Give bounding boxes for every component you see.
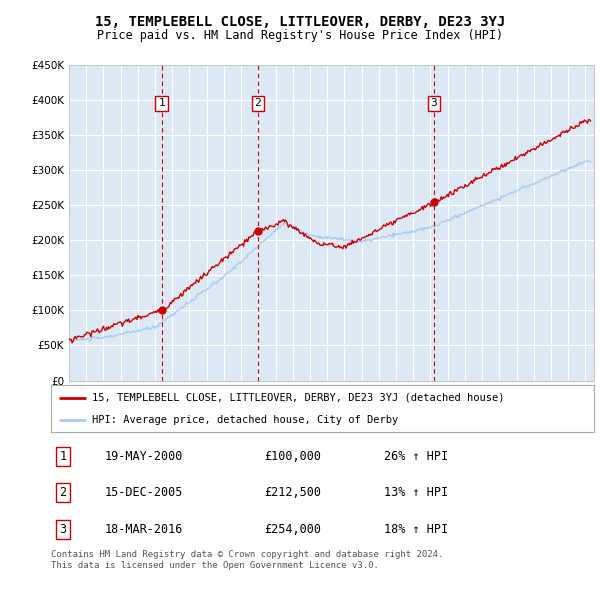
Text: 15, TEMPLEBELL CLOSE, LITTLEOVER, DERBY, DE23 3YJ: 15, TEMPLEBELL CLOSE, LITTLEOVER, DERBY,… [95,15,505,29]
Text: 2: 2 [59,486,67,499]
Text: 18-MAR-2016: 18-MAR-2016 [105,523,184,536]
Text: 15, TEMPLEBELL CLOSE, LITTLEOVER, DERBY, DE23 3YJ (detached house): 15, TEMPLEBELL CLOSE, LITTLEOVER, DERBY,… [92,393,504,403]
Text: 13% ↑ HPI: 13% ↑ HPI [384,486,448,499]
Text: 1: 1 [59,450,67,463]
Text: £100,000: £100,000 [264,450,321,463]
Text: Contains HM Land Registry data © Crown copyright and database right 2024.
This d: Contains HM Land Registry data © Crown c… [51,550,443,570]
Text: £212,500: £212,500 [264,486,321,499]
Text: 26% ↑ HPI: 26% ↑ HPI [384,450,448,463]
Text: Price paid vs. HM Land Registry's House Price Index (HPI): Price paid vs. HM Land Registry's House … [97,30,503,42]
Text: 2: 2 [254,99,261,109]
Text: 1: 1 [158,99,165,109]
Text: 19-MAY-2000: 19-MAY-2000 [105,450,184,463]
Text: HPI: Average price, detached house, City of Derby: HPI: Average price, detached house, City… [92,415,398,425]
Text: 15-DEC-2005: 15-DEC-2005 [105,486,184,499]
Text: 3: 3 [59,523,67,536]
Text: £254,000: £254,000 [264,523,321,536]
Text: 18% ↑ HPI: 18% ↑ HPI [384,523,448,536]
Text: 3: 3 [431,99,437,109]
